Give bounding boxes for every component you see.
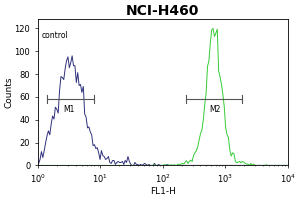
- Text: control: control: [42, 31, 68, 40]
- X-axis label: FL1-H: FL1-H: [150, 187, 176, 196]
- Title: NCI-H460: NCI-H460: [126, 4, 200, 18]
- Y-axis label: Counts: Counts: [4, 77, 13, 108]
- Text: M2: M2: [210, 105, 221, 114]
- Text: M1: M1: [64, 105, 75, 114]
